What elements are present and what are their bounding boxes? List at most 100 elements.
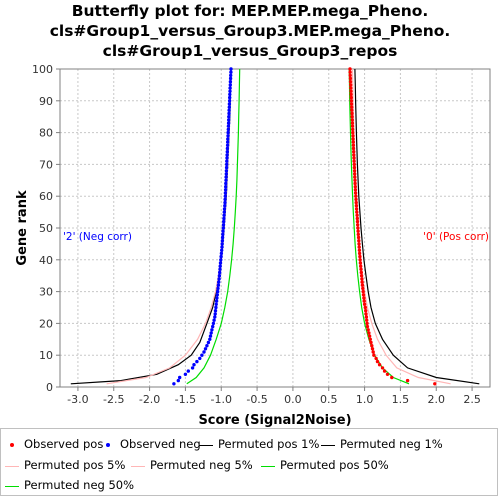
observed-neg-point [229,70,233,74]
observed-neg-point [228,83,232,87]
observed-neg-point [218,264,222,268]
observed-neg-point [228,92,232,97]
observed-neg-point [203,347,208,351]
legend-item-permuted-neg-1: Permuted neg 1% [321,434,443,454]
observed-neg-point [229,67,233,71]
observed-neg-point [224,175,228,179]
observed-neg-point [228,80,233,84]
observed-neg-point [224,172,228,176]
observed-pos-point [363,305,367,310]
grid-lines [60,68,490,388]
observed-neg-point [209,331,213,335]
observed-pos-point [352,169,357,173]
observed-pos-point [353,181,357,186]
legend-item-permuted-pos-1: Permuted pos 1% [199,434,319,454]
butterfly-plot: -3.0 -2.5 -2.0 -1.5 -1.0 -0.5 0.0 0.5 1.0 1.5 2.0 2… [15,63,491,428]
observed-pos-point [405,378,410,383]
observed-neg-point [226,140,230,144]
observed-neg-point [224,165,229,170]
observed-pos-point [365,324,370,329]
observed-neg-point [216,289,220,294]
observed-neg-point [225,156,229,160]
observed-points [172,67,437,386]
observed-neg-point [222,216,226,221]
x-axis-label: Score (Signal2Noise) [198,413,351,428]
observed-pos-point [362,299,366,303]
observed-pos-point [353,185,357,189]
observed-neg-point [226,124,231,128]
observed-pos-point [352,156,356,160]
y-tick-label: 80 [39,127,53,140]
observed-pos-point [362,302,367,306]
observed-neg-point [190,366,195,370]
observed-pos-point [362,296,366,300]
observed-neg-point [218,267,222,271]
observed-neg-swatch [101,440,115,450]
observed-pos-point [353,191,358,195]
observed-neg-point [210,328,214,332]
observed-pos-point [360,280,364,284]
observed-pos-point [357,242,361,246]
observed-neg-point [224,181,228,186]
observed-pos-point [377,363,382,367]
observed-neg-point [172,382,176,386]
observed-pos-point [348,67,352,71]
observed-pos-point [364,309,368,313]
y-tick-label: 10 [39,349,53,362]
observed-pos-point [359,267,363,271]
observed-neg-point [208,334,213,338]
observed-pos-point [358,254,362,259]
observed-pos-point [351,134,355,138]
observed-neg-point [226,127,230,132]
observed-neg-point [224,169,229,173]
y-axis: 0 10 20 30 40 50 60 70 80 90 100 [32,63,60,394]
chart-title: Butterfly plot for: MEP.MEP.mega_Pheno. … [0,1,500,61]
observed-pos-point [349,95,353,100]
observed-neg-point [223,188,228,192]
permuted-neg-5-swatch [131,461,145,471]
observed-neg-point [219,258,223,262]
observed-pos-point [349,92,353,97]
observed-neg-point [195,359,199,364]
observed-pos-point [357,251,362,256]
observed-pos-point [353,175,357,179]
observed-pos-point [359,270,363,275]
legend-label: Permuted neg 5% [150,458,253,472]
observed-neg-point [227,118,231,122]
observed-pos-point [360,283,365,287]
observed-pos-point [355,213,359,217]
observed-pos-point [433,382,437,386]
observed-neg-point [176,378,180,383]
observed-pos-point [385,372,390,376]
observed-pos-point [352,150,356,154]
observed-pos-point [366,328,370,332]
observed-pos-point [371,350,375,354]
observed-neg-point [223,194,227,198]
observed-neg-point [226,121,231,125]
x-axis: -3.0 -2.5 -2.0 -1.5 -1.0 -0.5 0.0 0.5 1.0 1.5 2.0 2… [67,387,481,406]
observed-neg-point [219,254,223,259]
observed-neg-point [221,232,225,237]
observed-neg-point [212,318,216,322]
x-tick-label: -0.5 [246,393,267,406]
y-tick-label: 90 [39,95,53,108]
legend-item-permuted-neg-50: Permuted neg 50% [5,475,134,495]
observed-pos-point [349,83,353,87]
observed-pos-point [348,70,352,74]
observed-neg-point [217,280,221,284]
observed-pos-point [353,188,358,192]
observed-neg-point [202,350,206,354]
observed-neg-point [192,363,196,367]
observed-pos-point [365,321,369,326]
observed-pos-point [350,124,355,128]
observed-pos-point [359,264,363,268]
observed-pos-point [351,130,355,135]
y-tick-label: 70 [39,158,53,171]
observed-pos-point [374,356,378,361]
observed-neg-point [211,324,215,329]
observed-pos-point [358,261,363,265]
observed-pos-point [353,178,357,182]
observed-pos-point [356,223,360,227]
observed-pos-point [348,80,353,84]
observed-pos-point [357,239,361,243]
